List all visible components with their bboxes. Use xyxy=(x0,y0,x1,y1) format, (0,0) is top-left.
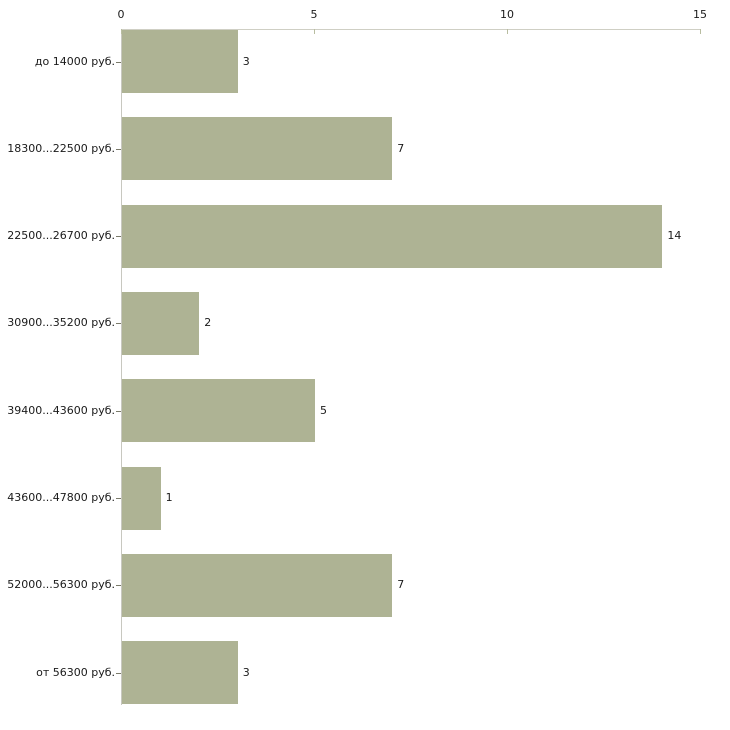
x-tick-5 xyxy=(314,29,315,34)
x-tick-label: 10 xyxy=(500,8,514,21)
x-tick-15 xyxy=(700,29,701,34)
bar[interactable] xyxy=(122,553,393,617)
y-tick xyxy=(116,411,121,412)
bar[interactable] xyxy=(122,291,200,355)
bar[interactable] xyxy=(122,641,238,705)
x-axis-line xyxy=(121,29,700,30)
bar[interactable] xyxy=(122,30,238,93)
y-tick xyxy=(116,673,121,674)
bar[interactable] xyxy=(122,466,161,530)
category-label: 39400...43600 руб. xyxy=(7,403,115,417)
x-tick-label: 15 xyxy=(693,8,707,21)
bar-value-label: 5 xyxy=(320,403,327,417)
x-tick-label: 0 xyxy=(117,8,125,21)
bar-value-label: 14 xyxy=(667,229,682,243)
bar-value-label: 1 xyxy=(165,491,173,504)
category-label: от 56300 руб. xyxy=(36,665,115,679)
y-tick xyxy=(116,149,121,150)
bar[interactable] xyxy=(122,117,393,181)
category-label: 43600...47800 руб. xyxy=(7,491,115,504)
category-label: 52000...56300 руб. xyxy=(7,578,115,592)
bar-value-label: 2 xyxy=(204,316,212,330)
category-label: до 14000 руб. xyxy=(34,54,115,68)
bar[interactable] xyxy=(122,379,315,443)
bar-value-label: 3 xyxy=(242,665,250,679)
x-tick-label: 5 xyxy=(310,8,318,21)
bar-value-label: 7 xyxy=(397,141,405,155)
y-tick xyxy=(116,585,121,586)
y-tick xyxy=(116,236,121,237)
x-tick-0 xyxy=(121,29,122,34)
y-tick xyxy=(116,498,121,499)
bar-value-label: 7 xyxy=(397,578,405,592)
category-label: 18300...22500 руб. xyxy=(7,141,115,155)
y-tick xyxy=(116,62,121,63)
category-label: 30900...35200 руб. xyxy=(7,316,115,330)
category-label: 22500...26700 руб. xyxy=(7,229,115,243)
bar-value-label: 3 xyxy=(242,54,250,68)
x-tick-10 xyxy=(507,29,508,34)
y-axis-line xyxy=(121,29,122,705)
bar[interactable] xyxy=(122,204,663,268)
y-tick xyxy=(116,323,121,324)
